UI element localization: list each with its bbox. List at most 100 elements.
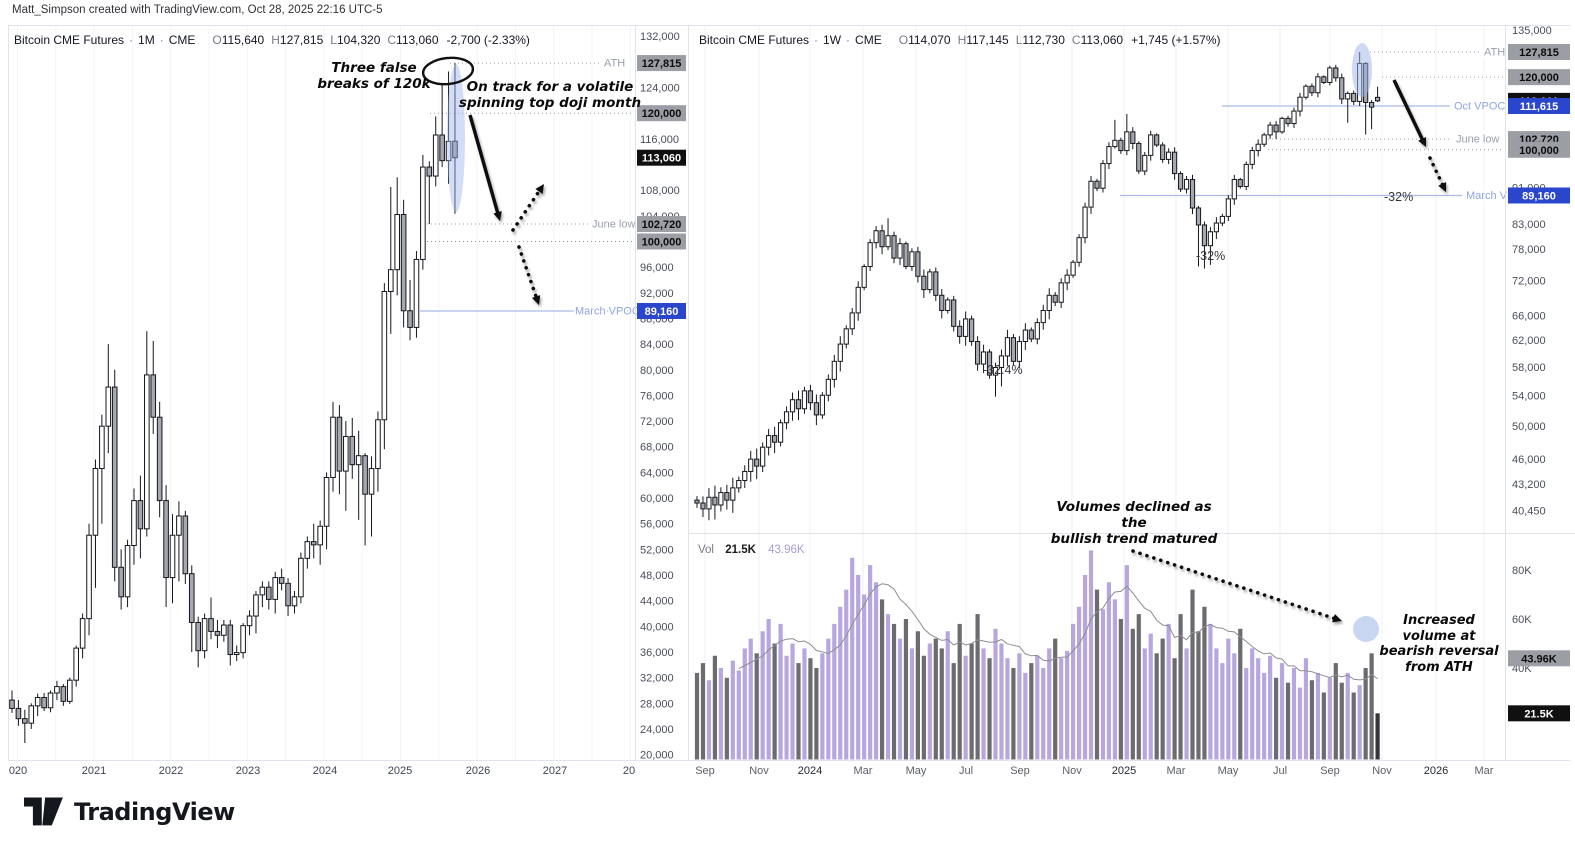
candle-body bbox=[99, 425, 105, 470]
volume-bar bbox=[981, 648, 986, 760]
candle-body bbox=[1016, 341, 1022, 362]
price-tick-left: 96,000 bbox=[640, 262, 674, 274]
annotation-increased-volume: Increased volume at bearish reversal fro… bbox=[1379, 613, 1499, 675]
candle-body bbox=[1154, 134, 1160, 146]
candle-body bbox=[801, 390, 808, 410]
price-tick-left: 28,000 bbox=[640, 698, 674, 710]
annotation-volumes-declined: Volumes declined as the bullish trend ma… bbox=[1050, 499, 1218, 548]
ohlc-val: 104,320 bbox=[336, 33, 381, 47]
candle-body bbox=[1201, 224, 1208, 247]
candle-body bbox=[724, 492, 730, 501]
candle-body bbox=[855, 286, 861, 314]
volume-bar bbox=[1297, 687, 1303, 760]
candle-body bbox=[789, 399, 796, 413]
volume-bar bbox=[1094, 589, 1100, 760]
volume-bar bbox=[1202, 606, 1207, 760]
price-tick-right: 46,000 bbox=[1512, 454, 1546, 466]
time-label: 2021 bbox=[82, 765, 106, 777]
volume-bar bbox=[1339, 682, 1344, 760]
volume-bar bbox=[1262, 672, 1267, 760]
candle-body bbox=[945, 299, 951, 312]
symbol-name[interactable]: Bitcoin CME Futures bbox=[699, 33, 810, 47]
arrowhead bbox=[1418, 137, 1427, 147]
candle-body bbox=[867, 242, 873, 268]
price-badge bbox=[1508, 69, 1570, 86]
ohlc-val: 112,730 bbox=[1022, 33, 1065, 47]
candle-body bbox=[795, 399, 802, 410]
tradingview-watermark[interactable]: TradingView bbox=[24, 797, 235, 827]
price-tick-right: 40,450 bbox=[1512, 505, 1546, 517]
candle-body bbox=[1231, 179, 1237, 200]
time-scale[interactable] bbox=[9, 761, 1570, 785]
left-plot-area[interactable] bbox=[9, 26, 635, 760]
candle-body bbox=[169, 534, 176, 579]
price-tick-left: 24,000 bbox=[640, 724, 674, 736]
highlight-circle-volume bbox=[1353, 616, 1379, 642]
attribution-text: Matt_Simpson created with TradingView.co… bbox=[12, 4, 383, 16]
timeframe[interactable]: 1M bbox=[138, 33, 155, 47]
volume-bar bbox=[1333, 663, 1338, 760]
price-tick-right: 62,000 bbox=[1512, 335, 1546, 347]
price-badge bbox=[1508, 141, 1570, 158]
candle-body bbox=[1130, 131, 1136, 144]
candle-body bbox=[951, 299, 957, 327]
ohlc-key: H bbox=[957, 33, 967, 47]
candle-body bbox=[34, 697, 41, 707]
price-badge bbox=[1508, 97, 1570, 114]
price-badge bbox=[637, 149, 686, 166]
price-badge bbox=[637, 55, 686, 72]
price-scale-left[interactable] bbox=[636, 26, 688, 760]
time-label: Sep bbox=[695, 765, 715, 777]
volume-bar bbox=[1118, 619, 1123, 760]
volume-bar bbox=[868, 565, 873, 760]
annotation-spinning-top: On track for a volatile spinning top doj… bbox=[458, 79, 642, 112]
volume-bar bbox=[790, 643, 795, 760]
volume-bar bbox=[1303, 658, 1309, 760]
chart-canvas[interactable]: ATH June low March VPOC ATH Oct VPOC June low… bbox=[0, 25, 1575, 785]
price-tick-right: 50,000 bbox=[1512, 421, 1546, 433]
candle-body bbox=[766, 435, 772, 448]
candle-body bbox=[861, 266, 867, 288]
candle-body bbox=[921, 275, 927, 291]
price-tick-left: 64,000 bbox=[640, 467, 674, 479]
candle-body bbox=[772, 435, 778, 443]
volume-bar bbox=[1244, 668, 1249, 760]
price-badge-text: 127,815 bbox=[642, 58, 682, 70]
time-label: 2025 bbox=[388, 765, 412, 777]
pct-label-32-4: -32.4% bbox=[983, 363, 1023, 377]
timeframe[interactable]: 1W bbox=[823, 33, 842, 47]
candle-body bbox=[298, 557, 304, 598]
candle-body bbox=[28, 705, 35, 724]
candle-body bbox=[118, 566, 124, 598]
volume-bar bbox=[712, 655, 718, 760]
price-tick-left: 44,000 bbox=[640, 596, 674, 608]
candle-body bbox=[291, 596, 298, 607]
right-plot-area[interactable] bbox=[689, 26, 1505, 533]
candle-body bbox=[176, 515, 182, 536]
candle-body bbox=[718, 492, 724, 506]
candle-body bbox=[1225, 198, 1231, 217]
candle-body bbox=[304, 541, 311, 559]
volume-bar bbox=[718, 668, 723, 760]
volume-bar bbox=[844, 589, 849, 760]
price-badge-text: 120,000 bbox=[1519, 72, 1559, 84]
candle-body bbox=[927, 271, 933, 291]
candle-body bbox=[1094, 180, 1100, 189]
volume-bar bbox=[909, 648, 915, 760]
candle-body bbox=[1112, 139, 1118, 148]
symbol-name[interactable]: Bitcoin CME Futures bbox=[14, 33, 125, 47]
price-badge bbox=[1508, 650, 1570, 667]
price-scale-right[interactable] bbox=[1506, 26, 1575, 760]
candle-body bbox=[915, 251, 921, 277]
volume-bar bbox=[1232, 653, 1237, 760]
candle-body bbox=[1189, 179, 1196, 209]
candle-body bbox=[60, 686, 67, 702]
candle-body bbox=[336, 416, 343, 472]
price-tick-left: 124,000 bbox=[640, 83, 680, 95]
candle-body bbox=[742, 470, 748, 481]
time-label: Nov bbox=[749, 765, 769, 777]
candle-body bbox=[897, 243, 903, 259]
price-tick-right: 54,000 bbox=[1512, 390, 1546, 402]
candle-body bbox=[86, 534, 92, 620]
volume-tick: 80K bbox=[1512, 565, 1532, 577]
